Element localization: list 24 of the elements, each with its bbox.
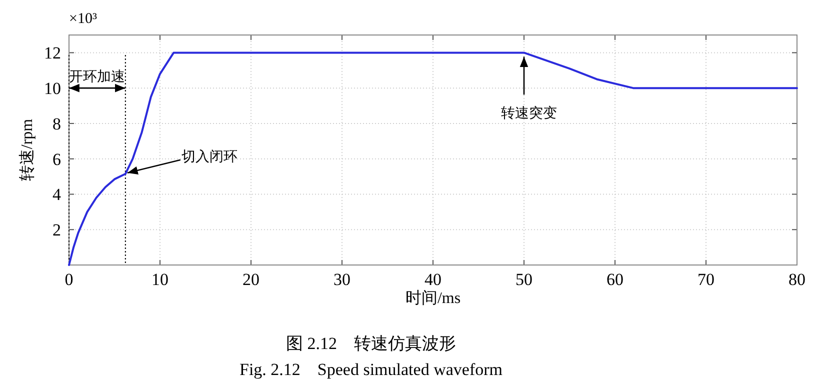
y-axis-title: 转速/rpm [18, 118, 36, 182]
x-tick-label: 50 [516, 270, 532, 289]
x-tick-label: 70 [698, 270, 714, 289]
annotation: 切入闭环 [181, 148, 238, 165]
y-tick-label: 8 [52, 114, 61, 134]
y-tick-label: 6 [52, 150, 61, 169]
x-tick-label: 20 [242, 270, 260, 289]
x-tick-label: 40 [424, 270, 442, 289]
y-tick-label: 4 [52, 185, 62, 204]
caption: Fig. 2.12 Speed simulated waveform [240, 360, 502, 379]
line-series [68, 52, 798, 266]
caption: 图 2.12 转速仿真波形 [286, 334, 456, 353]
x-tick-label: 60 [606, 270, 624, 289]
text: ×10³ [69, 11, 98, 27]
x-tick-label: 0 [64, 270, 74, 289]
annotation: 开环加速 [69, 69, 126, 86]
x-tick-label: 10 [152, 270, 168, 289]
x-tick-label: 30 [334, 270, 350, 289]
y-tick-label: 10 [44, 79, 61, 98]
x-tick-label: 80 [788, 270, 806, 289]
x-axis-title: 时间/ms [405, 289, 461, 307]
y-tick-label: 12 [44, 44, 61, 63]
y-tick-label: 2 [52, 220, 61, 240]
annotation: 转速突变 [501, 106, 557, 122]
